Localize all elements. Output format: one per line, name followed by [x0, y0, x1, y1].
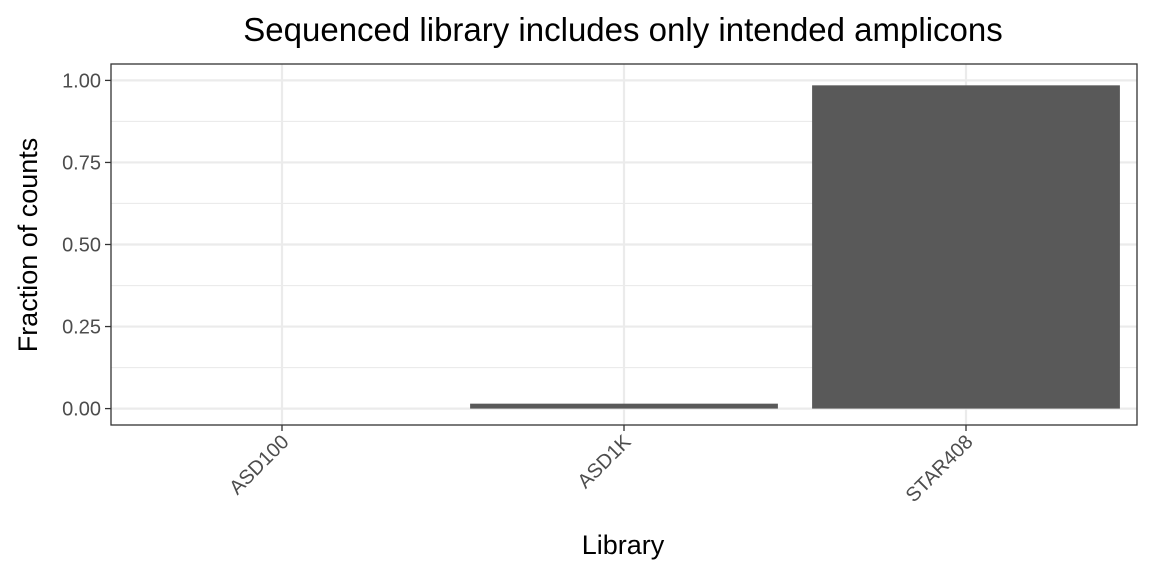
- x-axis-title: Library: [582, 530, 665, 560]
- bar-asd1k: [470, 403, 778, 409]
- x-axis: ASD100 ASD1K STAR408: [225, 425, 978, 507]
- y-tick-label: 0.75: [62, 152, 101, 174]
- x-tick-label: STAR408: [902, 431, 978, 507]
- y-tick-label: 0.25: [62, 317, 101, 339]
- y-tick-label: 0.50: [62, 235, 101, 257]
- chart-title: Sequenced library includes only intended…: [243, 11, 1002, 48]
- y-tick-label: 0.00: [62, 399, 101, 421]
- x-tick-label: ASD100: [225, 431, 293, 499]
- bars: [470, 85, 1120, 409]
- x-tick-label: ASD1K: [574, 431, 636, 493]
- y-tick-label: 1.00: [62, 70, 101, 92]
- y-axis: 0.00 0.25 0.50 0.75 1.00: [62, 70, 111, 421]
- y-axis-title: Fraction of counts: [13, 138, 43, 353]
- bar-star408: [812, 85, 1120, 409]
